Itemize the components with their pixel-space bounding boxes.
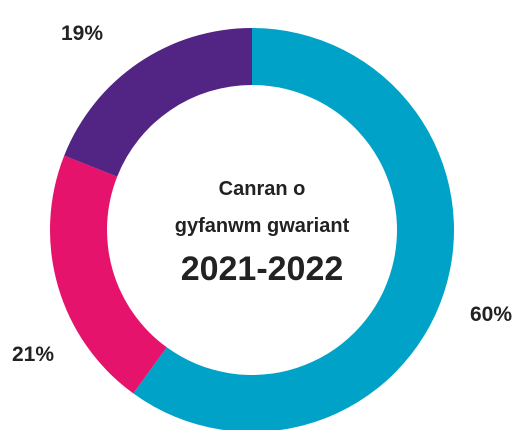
slice-label-21: 21% [12, 343, 54, 366]
donut-slice-19 [64, 28, 252, 177]
center-title-line-2: gyfanwm gwariant [175, 215, 350, 237]
donut-slice-21 [49, 155, 167, 394]
slice-label-19: 19% [61, 22, 103, 45]
slice-label-60: 60% [470, 303, 512, 326]
center-year: 2021-2022 [181, 250, 344, 288]
donut-slices [49, 28, 454, 430]
center-title-line-1: Canran o [219, 178, 306, 200]
donut-slice-60 [133, 28, 454, 430]
slice-labels: 60% 21% 19% [12, 22, 512, 366]
center-caption: Canran o gyfanwm gwariant 2021-2022 [175, 178, 350, 288]
